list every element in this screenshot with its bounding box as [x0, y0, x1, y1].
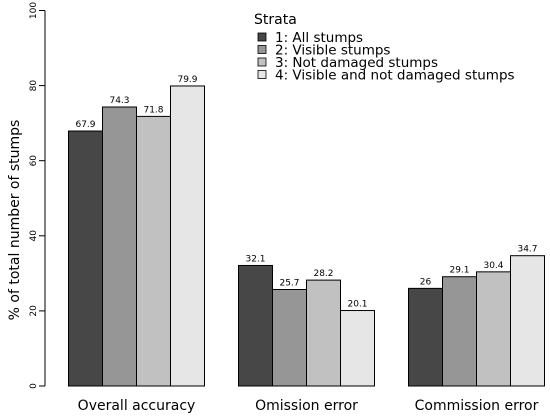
data-label: 26 — [420, 277, 432, 287]
legend-swatch — [257, 57, 267, 67]
bar — [136, 115, 171, 387]
bar — [306, 279, 341, 387]
bar — [68, 130, 103, 387]
y-tick-label: 40 — [29, 230, 39, 242]
bar — [272, 288, 307, 387]
y-tick-label: 100 — [29, 2, 39, 19]
data-label: 28.2 — [313, 269, 333, 279]
data-label: 71.8 — [143, 105, 163, 115]
category-labels: Overall accuracy Omission error Commission… — [78, 398, 539, 414]
data-label: 29.1 — [449, 266, 469, 276]
legend-item: 2: Visible stumps — [275, 43, 390, 59]
bar — [170, 85, 205, 387]
category-label: Commission error — [415, 398, 539, 414]
bar-groups: 67.9 74.3 71.8 79.9 32.1 25.7 28.2 20.1 26 29.1 30… — [68, 75, 545, 387]
y-axis-title: % of total number of stumps — [7, 120, 23, 321]
legend-item: 3: Not damaged stumps — [275, 55, 438, 71]
legend-swatch — [257, 32, 267, 42]
data-label: 25.7 — [279, 278, 299, 288]
data-label: 20.1 — [347, 300, 367, 310]
y-tick-label: 60 — [29, 155, 39, 167]
data-label: 34.7 — [517, 245, 537, 255]
bar-group: 26 29.1 30.4 34.7 — [408, 245, 545, 387]
y-tick-label: 80 — [29, 80, 39, 92]
bar — [408, 287, 443, 387]
bar — [102, 106, 137, 387]
y-tick-label: 20 — [29, 305, 39, 317]
bar-group: 67.9 74.3 71.8 79.9 — [68, 75, 205, 387]
category-label: Omission error — [255, 398, 358, 414]
y-axis: 0 20 40 60 80 100 — [29, 2, 46, 389]
bar — [340, 310, 375, 387]
y-tick-label: 0 — [29, 383, 39, 389]
legend-swatch — [257, 70, 267, 79]
data-label: 79.9 — [177, 75, 197, 85]
bar — [510, 255, 545, 387]
legend-swatch — [257, 45, 267, 54]
bar — [238, 264, 273, 387]
category-label: Overall accuracy — [78, 398, 196, 414]
legend-item: 4: Visible and not damaged stumps — [275, 68, 515, 84]
data-label: 67.9 — [75, 120, 95, 130]
bar — [442, 276, 477, 387]
data-label: 32.1 — [245, 254, 265, 264]
legend-item: 1: All stumps — [275, 30, 363, 46]
bar — [476, 271, 511, 387]
legend-title: Strata — [254, 12, 297, 28]
bar-group: 32.1 25.7 28.2 20.1 — [238, 254, 375, 387]
data-label: 74.3 — [109, 96, 129, 106]
data-label: 30.4 — [483, 261, 503, 271]
